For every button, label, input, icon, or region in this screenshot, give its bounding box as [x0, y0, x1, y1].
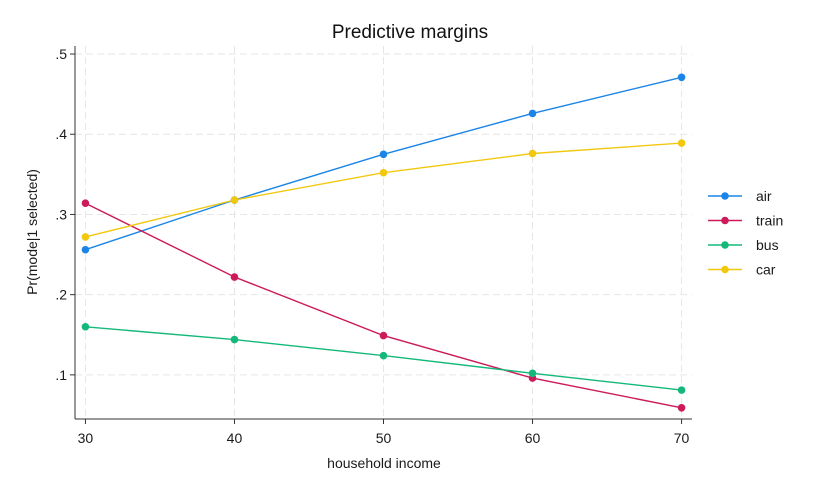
- data-point-bus: [230, 335, 239, 344]
- data-point-air: [677, 73, 686, 82]
- legend-label-bus: bus: [756, 237, 779, 253]
- data-point-train: [379, 331, 388, 340]
- legend-label-car: car: [756, 262, 776, 278]
- legend: air train bus car: [708, 188, 783, 278]
- data-point-car: [677, 139, 686, 147]
- x-tick-label: 40: [227, 430, 243, 446]
- legend-label-train: train: [756, 213, 783, 229]
- series-points: [81, 73, 686, 412]
- legend-marker-air: [721, 192, 729, 200]
- axes: .1 .2 .3 .4 .5 30 40 50 60 70: [55, 46, 692, 446]
- chart-title: Predictive margins: [332, 22, 488, 43]
- y-tick-label: .1: [55, 367, 67, 383]
- legend-label-air: air: [756, 188, 772, 204]
- x-axis-title: household income: [327, 455, 441, 471]
- data-point-car: [528, 149, 537, 158]
- x-tick-label: 60: [525, 430, 541, 446]
- data-point-bus: [379, 351, 388, 360]
- data-point-air: [81, 245, 90, 254]
- y-tick-label: .3: [55, 206, 67, 222]
- x-tick-label: 50: [376, 430, 392, 446]
- legend-marker-bus: [721, 241, 729, 249]
- data-point-car: [81, 233, 90, 241]
- legend-marker-train: [721, 216, 729, 225]
- data-point-air: [379, 150, 388, 159]
- y-tick-label: .4: [55, 126, 67, 142]
- x-tick-label: 30: [78, 430, 94, 446]
- legend-marker-car: [721, 265, 729, 274]
- x-tick-label: 70: [674, 430, 690, 446]
- y-tick-label: .5: [55, 46, 67, 62]
- data-point-bus: [81, 322, 90, 331]
- y-tick-label: .2: [55, 287, 67, 303]
- grid: [75, 46, 692, 419]
- data-point-train: [230, 273, 239, 281]
- data-point-car: [230, 196, 239, 204]
- data-point-car: [379, 168, 388, 177]
- data-point-train: [677, 403, 686, 412]
- y-axis-title: Pr(mode|1 selected): [24, 169, 40, 295]
- data-point-bus: [677, 386, 686, 394]
- data-point-air: [528, 109, 537, 118]
- data-point-bus: [528, 369, 537, 378]
- data-point-train: [81, 199, 90, 208]
